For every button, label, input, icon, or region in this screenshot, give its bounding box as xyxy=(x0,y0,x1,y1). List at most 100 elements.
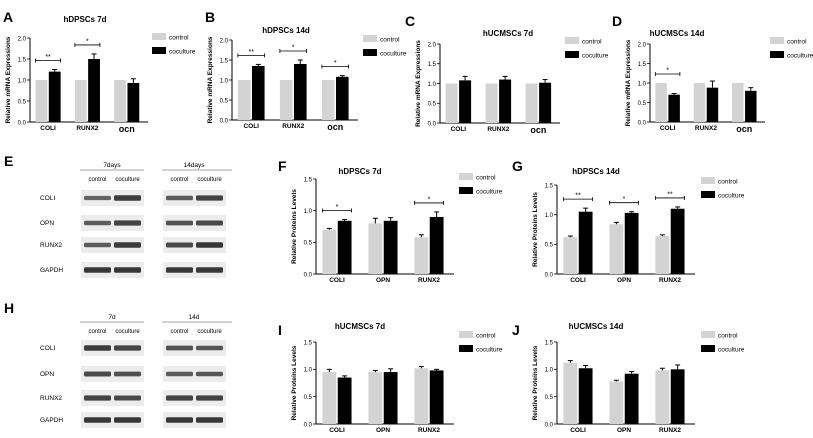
x-tick-label: ocn xyxy=(119,124,135,134)
panel-letter: I xyxy=(278,322,282,338)
chart-title: hUCMSCs 14d xyxy=(650,29,705,38)
blot-band xyxy=(166,345,193,351)
x-tick-label: RUNX2 xyxy=(659,427,681,434)
significance-marker: * xyxy=(428,196,431,203)
blot-strip xyxy=(163,412,226,428)
y-tick-label: 1.5 xyxy=(304,340,313,346)
blot-band xyxy=(114,242,141,248)
y-tick-label: 1.5 xyxy=(220,58,229,64)
x-tick-label: COLI xyxy=(329,277,345,284)
panel-letter: B xyxy=(205,9,215,25)
x-tick-label: ocn xyxy=(736,124,752,134)
blot-lane-label: control xyxy=(170,329,188,335)
legend-label-coculture: coculture xyxy=(380,51,407,58)
panel-letter: H xyxy=(4,300,14,316)
panel-letter: F xyxy=(278,158,287,174)
blot-band xyxy=(114,195,141,201)
y-tick-label: 1.0 xyxy=(18,78,27,84)
bar-control-runx2 xyxy=(414,237,429,274)
y-tick-label: 0.0 xyxy=(638,120,647,126)
y-tick-label: 0.5 xyxy=(638,101,647,107)
x-tick-label: COLI xyxy=(660,125,676,132)
legend-label-control: control xyxy=(476,175,496,182)
blot-band xyxy=(114,267,141,273)
legend-swatch-control xyxy=(701,177,715,184)
legend-label-control: control xyxy=(380,37,400,44)
blot-band xyxy=(84,242,111,248)
blot-band xyxy=(114,220,141,226)
legend-swatch-coculture xyxy=(701,191,715,198)
y-tick-label: 1.5 xyxy=(638,62,647,68)
bar-coculture-coli xyxy=(251,66,265,120)
x-tick-label: RUNX2 xyxy=(418,277,440,284)
bar-control-runx2 xyxy=(414,368,429,424)
bar-coculture-opn xyxy=(383,372,398,424)
bar-coculture-ocn xyxy=(745,90,757,122)
bar-control-runx2 xyxy=(655,236,670,274)
y-tick-label: 0.5 xyxy=(304,395,313,401)
x-tick-label: COLI xyxy=(40,125,56,132)
x-tick-label: RUNX2 xyxy=(695,125,717,132)
legend-swatch-control xyxy=(701,331,715,338)
blot-lane-label: coculture xyxy=(115,329,140,335)
y-tick-label: 0.5 xyxy=(18,99,27,105)
legend-swatch-coculture xyxy=(770,51,784,58)
significance-marker: ** xyxy=(667,191,673,198)
significance-marker: * xyxy=(623,196,626,203)
blot-band xyxy=(166,371,193,377)
blot-lane-label: control xyxy=(88,177,106,183)
bar-control-ocn xyxy=(732,83,744,122)
bar-control-opn xyxy=(368,223,383,274)
bar-coculture-coli xyxy=(48,71,61,122)
blot-band xyxy=(84,195,111,201)
blot-group-label: 7d xyxy=(108,314,116,321)
blot-lane-label: coculture xyxy=(197,177,222,183)
significance-marker: * xyxy=(666,68,669,75)
y-axis-label: Relative mRNA Expressions xyxy=(625,39,632,126)
y-axis-label: Relative mRNA Expressions xyxy=(5,36,12,123)
legend-swatch-coculture xyxy=(565,51,579,58)
blot-band xyxy=(196,195,223,201)
blot-row-label: GAPDH xyxy=(40,267,63,274)
legend-swatch-coculture xyxy=(459,345,473,352)
bar-control-runx2 xyxy=(279,80,293,120)
bar-coculture-coli xyxy=(668,94,680,122)
blot-band xyxy=(166,220,193,226)
bar-coculture-coli xyxy=(337,377,352,424)
x-tick-label: RUNX2 xyxy=(282,123,304,130)
bar-coculture-runx2 xyxy=(293,64,307,120)
blot-strip xyxy=(81,412,144,428)
y-tick-label: 2.0 xyxy=(428,42,437,48)
blot-strip xyxy=(81,215,144,231)
legend-label-coculture: coculture xyxy=(718,347,745,354)
blot-band xyxy=(196,345,223,351)
blot-strip xyxy=(163,237,226,253)
x-tick-label: ocn xyxy=(530,125,546,135)
x-tick-label: COLI xyxy=(329,427,345,434)
blot-band xyxy=(196,395,223,401)
blot-group-label: 14d xyxy=(189,314,200,321)
blot-strip xyxy=(163,340,226,356)
legend-swatch-control xyxy=(770,37,784,44)
panel-letter: J xyxy=(512,322,520,338)
x-tick-label: COLI xyxy=(451,126,467,133)
significance-marker: ** xyxy=(575,193,581,200)
blot-band xyxy=(196,220,223,226)
blot-row-label: OPN xyxy=(40,220,54,227)
legend-label-coculture: coculture xyxy=(169,49,196,56)
legend-swatch-control xyxy=(459,331,473,338)
legend-label-coculture: coculture xyxy=(476,347,503,354)
legend-label-control: control xyxy=(169,35,189,42)
blot-band xyxy=(166,395,193,401)
blot-band xyxy=(166,242,193,248)
significance-marker: * xyxy=(292,45,295,52)
y-tick-label: 1.0 xyxy=(428,82,437,88)
bar-control-coli xyxy=(655,83,667,122)
y-tick-label: 1.0 xyxy=(304,209,313,215)
bar-control-runx2 xyxy=(485,83,498,123)
blot-group-label: 7days xyxy=(103,162,121,169)
bar-coculture-runx2 xyxy=(429,370,444,424)
